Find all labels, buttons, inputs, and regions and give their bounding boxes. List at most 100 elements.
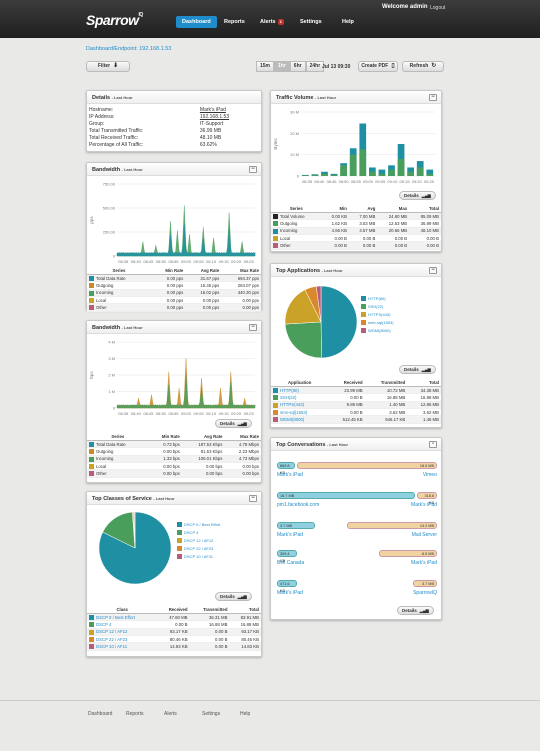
- conversation-dest[interactable]: Mail Server: [411, 532, 437, 538]
- conversation-dest[interactable]: SparrowIQ: [413, 590, 437, 596]
- range-6hr[interactable]: 6hr: [289, 61, 306, 72]
- conversation-dest[interactable]: Mark's iPad: [411, 560, 437, 566]
- collapse-icon[interactable]: −: [429, 94, 437, 101]
- nav-dashboard[interactable]: Dashboard: [176, 16, 217, 28]
- top-applications-header: Top Applications - Last Hour −: [271, 264, 441, 277]
- conversation-left-bar: 869.8 KB: [277, 462, 295, 475]
- x-tick-label: 08:40: [131, 259, 142, 264]
- legend-item[interactable]: DSCP 12 / AF12: [177, 536, 220, 544]
- table-row: DSCP 22 / AF23 80.46 KB 0.00 B 80.46 KB: [87, 635, 261, 644]
- filter-button[interactable]: Filter ⬇: [86, 61, 130, 72]
- x-tick-label: 08:35: [118, 411, 129, 416]
- footer-settings-link[interactable]: Settings: [202, 711, 221, 717]
- conversation-item[interactable]: 471.6 KB 3.7 MB Mark's iPad SparrowIQ: [277, 580, 437, 596]
- bandwidth-pps-table: Series Min Rate Avg Rate Max Rate Total Dat…: [87, 267, 261, 312]
- legend-item[interactable]: SSH(22): [361, 302, 394, 310]
- pie-slice: [320, 285, 358, 359]
- collapse-icon[interactable]: −: [249, 166, 257, 173]
- range-15m[interactable]: 15m: [256, 61, 275, 72]
- x-tick-label: 09:10: [206, 411, 217, 416]
- top-classes-panel: Top Classes of Service - Last Hour − DSCP…: [86, 491, 262, 657]
- logo[interactable]: SparrowIQ: [86, 12, 143, 28]
- conversation-item[interactable]: 16.7 MB 318.6 KB pm1.facebook.com Mark's i…: [277, 492, 437, 508]
- create-pdf-button[interactable]: Create PDF ▯: [358, 61, 398, 72]
- outgoing-bar: [388, 169, 395, 176]
- x-tick-label: 09:15: [219, 411, 230, 416]
- x-tick-label: 08:55: [351, 179, 362, 184]
- traffic-volume-panel: Traffic Volume - Last Hour − 30 M 20 M 10 M…: [270, 90, 442, 252]
- collapse-icon[interactable]: −: [249, 495, 257, 502]
- legend-item[interactable]: DSCP 0 / Best Effort: [177, 520, 220, 528]
- y-axis-label: pps: [89, 216, 94, 224]
- footer: Dashboard Reports Alerts Settings Help: [0, 700, 540, 751]
- bandwidth-bps-panel: Bandwidth - Last Hour − 4 M 3 M 2 M 1 M 0 08:3…: [86, 320, 262, 483]
- details-button[interactable]: Details ▂▄▆: [399, 191, 436, 200]
- table-row: Local 0.00 bps 0.00 bps 0.00 bps: [87, 462, 261, 471]
- legend-item[interactable]: HTTP(80): [361, 294, 394, 302]
- collapse-icon[interactable]: −: [429, 267, 437, 274]
- table-row: Outgoing 1.62 KB 3.03 MB 12.53 MB 36.99 MB: [271, 219, 441, 228]
- breadcrumb[interactable]: Dashboard/Endpoint: 192.168.1.53: [86, 46, 172, 52]
- table-row: Other 0.00 bps 0.00 bps 0.00 bps: [87, 469, 261, 478]
- details-button[interactable]: Details ▂▄▆: [397, 606, 434, 615]
- nav-settings[interactable]: Settings: [300, 19, 322, 25]
- nav-reports[interactable]: Reports: [224, 19, 245, 25]
- footer-dashboard-link[interactable]: Dashboard: [88, 711, 113, 717]
- legend-item[interactable]: DSCP 4: [177, 528, 220, 536]
- bar-chart-icon: ▂▄▆: [421, 367, 431, 372]
- refresh-button[interactable]: Refresh ↻: [402, 61, 444, 72]
- nav-alerts[interactable]: Alerts 1: [260, 19, 284, 25]
- details-button[interactable]: Details ▂▄▆: [215, 592, 252, 601]
- y-tick-label: 2 M: [108, 373, 115, 378]
- expand-icon[interactable]: ▫: [429, 441, 437, 448]
- logout-link[interactable]: Logout: [430, 5, 446, 11]
- range-1hr[interactable]: 1hr: [274, 61, 290, 72]
- conversation-item[interactable]: 309.4 KB 8.5 MB Bell Canada Mark's iPad: [277, 550, 437, 566]
- conversation-source[interactable]: Mark's iPad: [277, 532, 303, 538]
- legend-item[interactable]: DSCP 10 / AF11: [177, 552, 220, 560]
- legend-item[interactable]: WDMI(8000): [361, 326, 394, 334]
- y-tick-label: 0: [113, 406, 116, 411]
- conversation-source[interactable]: Mark's iPad: [277, 590, 303, 596]
- table-row: Incoming 4.66 KB 4.57 MB 20.66 MB 48.10 MB: [271, 227, 441, 236]
- legend-item[interactable]: smb-sql(1553): [361, 318, 394, 326]
- details-button[interactable]: Details ▂▄▆: [399, 365, 436, 374]
- footer-alerts-link[interactable]: Alerts: [164, 711, 177, 717]
- conversation-source[interactable]: Bell Canada: [277, 560, 305, 566]
- conversation-right-bar: 8.5 MB: [379, 550, 437, 557]
- top-conversations-header: Top Conversations - Last Hour ▫: [271, 438, 441, 451]
- classes-pie-chart: [98, 511, 172, 585]
- x-tick-label: 08:35: [302, 179, 313, 184]
- table-row: DSCP 10 / AF11 14.83 KB 0.00 B 14.83 KB: [87, 642, 261, 651]
- incoming-bar: [378, 169, 386, 176]
- collapse-icon[interactable]: −: [249, 324, 257, 331]
- conversation-dest[interactable]: Mark's iPad: [411, 502, 437, 508]
- x-tick-label: 09:25: [244, 411, 255, 416]
- bandwidth-bps-header: Bandwidth - Last Hour −: [87, 321, 261, 334]
- pie-slice: [284, 289, 322, 325]
- range-24hr[interactable]: 24hr: [305, 61, 325, 72]
- conversation-dest[interactable]: Vimeo: [422, 472, 437, 478]
- y-tick-label: 0: [297, 174, 300, 179]
- conversation-source[interactable]: pm1.facebook.com: [277, 502, 320, 508]
- legend-item[interactable]: DSCP 22 / AF23: [177, 544, 220, 552]
- conversation-source[interactable]: Mark's iPad: [277, 472, 303, 478]
- details-button[interactable]: Details ▂▄▆: [215, 419, 252, 428]
- conversation-item[interactable]: 3.7 MB 13.2 MB Mark's iPad Mail Server: [277, 522, 437, 538]
- footer-reports-link[interactable]: Reports: [126, 711, 144, 717]
- footer-help-link[interactable]: Help: [240, 711, 251, 717]
- legend-item[interactable]: HTTPS(443): [361, 310, 394, 318]
- x-tick-label: 08:45: [143, 411, 154, 416]
- timestamp: Jul 13 09:30: [322, 64, 351, 70]
- x-tick-label: 08:50: [156, 259, 167, 264]
- y-tick-label: 10 M: [290, 152, 299, 157]
- x-tick-label: 09:20: [231, 411, 242, 416]
- conversation-item[interactable]: 869.8 KB 18.0 MB Mark's iPad Vimeo: [277, 462, 437, 478]
- classes-legend: DSCP 0 / Best Effort DSCP 4 DSCP 12 / AF…: [177, 520, 220, 560]
- table-row: HTTP(80) 23.99 MB 10.72 MB 34.38 MB: [271, 386, 441, 395]
- x-tick-label: 08:40: [131, 411, 142, 416]
- nav-help[interactable]: Help: [342, 19, 354, 25]
- x-tick-label: 08:45: [143, 259, 154, 264]
